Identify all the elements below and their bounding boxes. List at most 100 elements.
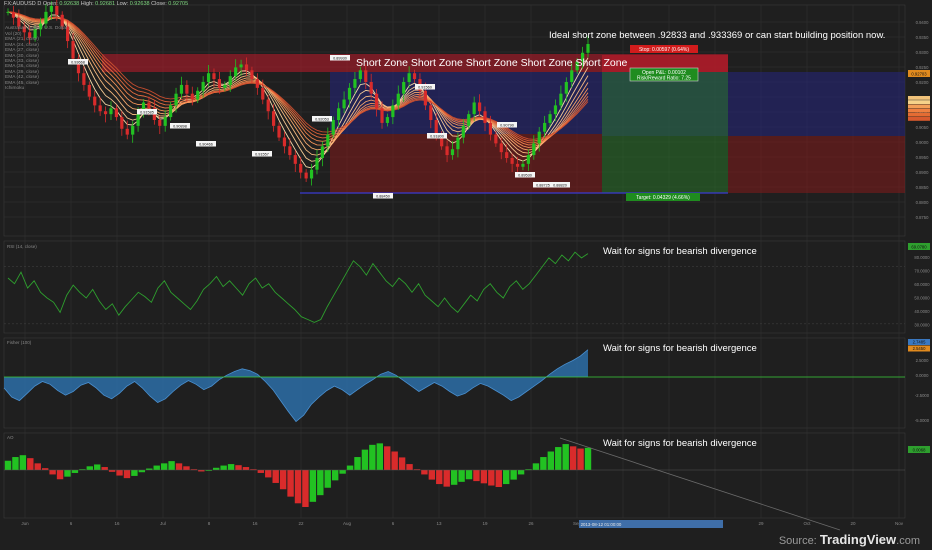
price-axis-tick: 0.9200 [916,80,929,85]
price-candle [326,134,330,147]
time-badge-box [579,520,723,528]
ao-bar [34,463,41,470]
ao-bar [584,447,592,470]
price-candle [570,70,574,82]
axes: 0.94000.93500.93000.92500.92000.91500.91… [21,20,930,528]
ao-badge: 0.0068 [908,446,930,453]
time-axis-tick: 29 [758,521,764,526]
price-label-text: 0.92053 [315,118,329,122]
price-axis-tick: 0.9250 [916,65,929,70]
ao-bar [198,470,205,472]
ao-bar [428,470,436,480]
ao-bar [331,470,339,481]
ao-trend-line [559,437,841,531]
price-candle [548,114,552,123]
price-candle [564,82,568,94]
fisher-axis-tick: 0.0000 [916,373,929,378]
ao-bar [346,465,354,470]
price-label-text: 0.90898 [173,125,187,129]
price-candle [234,67,238,77]
ema-value-badge [908,104,930,109]
symbol-label: FX:AUDUSD [4,1,36,7]
high-label: High: [80,1,94,7]
price-label-box [497,122,517,128]
ao-bar [183,466,190,470]
time-axis-tick: Sep [573,521,582,526]
time-badge: 2013-08-12 01:00:00 [579,520,723,528]
ao-bar [480,470,488,484]
time-axis-tick: Jul [160,521,166,526]
ao-bar [540,457,547,470]
price-candle [261,87,265,100]
rsi-axis-tick: 50.0000 [914,296,930,301]
ao-bar [19,455,27,470]
price-candle [358,70,362,80]
ao-bar [465,470,473,480]
ao-bar [488,470,495,486]
fisher-badge-box [908,339,930,345]
annotation-rsi: Wait for signs for bearish divergence [603,246,757,257]
source-credit: Source: TradingView.com [779,532,920,547]
ao-bar [569,446,577,470]
open-label: Open: [42,1,58,7]
price-candle [141,102,146,115]
price-candle [44,11,48,24]
price-candle [450,149,455,156]
price-axis-tick: 0.8950 [916,155,929,160]
fisher-badge-box [908,345,930,352]
price-candle [353,79,357,88]
price-candle [309,169,314,179]
time-axis-tick: 6 [70,521,73,526]
ao-bar [56,470,64,480]
price-axis-tick: 0.9400 [916,20,929,25]
price-candle [196,90,200,100]
time-axis-tick: 22 [298,521,304,526]
ema-value-badge [908,96,930,100]
price-candle [391,105,395,118]
price-candle [131,125,135,135]
price-candle [250,70,254,80]
price-candle [331,120,335,135]
price-label: 0.88450 [373,193,393,199]
price-candle [472,102,476,115]
ao-bar [525,469,532,471]
annotation-ao: Wait for signs for bearish divergence [603,438,757,449]
price-label: 0.89930 [330,55,350,61]
ao-bar [503,470,510,485]
price-label-box [252,151,272,157]
ao-bar [473,470,480,482]
price-candle [505,152,509,158]
ao-bar [116,470,123,476]
price-label: 0.91560 [415,84,435,90]
ao-bar [123,470,131,479]
price-candle [33,29,37,39]
price-label-box [170,123,190,129]
profit-zone [602,72,728,193]
legend-item: EMA (42, close) [5,75,39,81]
price-label: 0.92053 [312,116,332,122]
price-candle [114,108,119,118]
time-axis-tick: 16 [252,521,258,526]
price-candle [212,73,216,80]
price-axis-tick: 0.9000 [916,140,929,145]
ao-bar [279,470,287,490]
ao-bar [235,465,242,470]
ao-bar [220,465,227,470]
price-label-box [373,193,393,199]
ao-bar [190,469,198,471]
fisher-badge: 2.5450 [908,345,930,352]
ao-bar [562,444,569,470]
ao-bar [317,470,324,496]
price-label-box [196,141,216,147]
ao-bar [71,470,79,473]
fisher-axis-tick: 2.5000 [916,358,929,363]
price-candle [488,122,493,135]
ao-bar [495,470,502,488]
ao-bar [213,467,220,470]
price-candle [266,99,270,112]
price-candle [412,73,417,80]
rsi-badge-box [908,243,930,250]
price-candle [445,146,449,156]
ao-bar [517,470,525,475]
